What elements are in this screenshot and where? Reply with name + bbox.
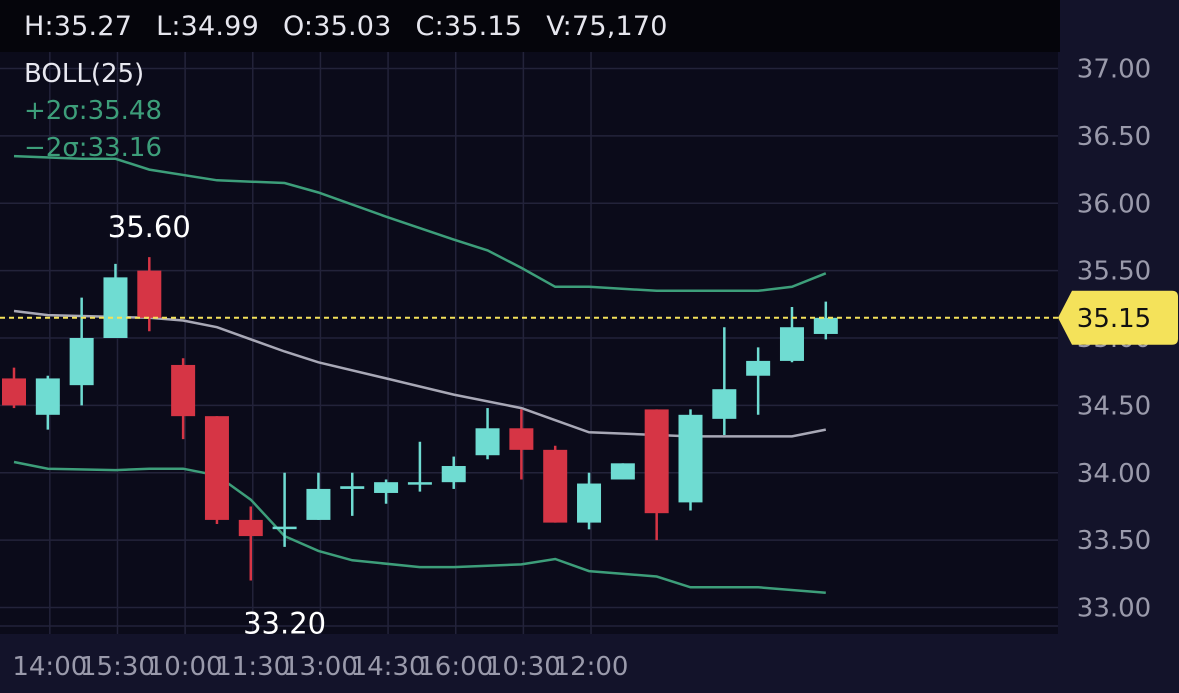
price-tick-label: 34.50: [1077, 391, 1151, 421]
candle: [577, 472, 602, 530]
high-value: H:35.27: [24, 10, 133, 42]
candle: [204, 416, 229, 524]
candle-body: [407, 482, 432, 485]
candle-body: [103, 277, 128, 338]
lower-band-line: [13, 460, 826, 594]
candle-body: [2, 378, 26, 406]
candle: [103, 263, 128, 338]
candle-body: [644, 409, 669, 514]
candle-body: [272, 526, 297, 530]
candle: [610, 463, 635, 480]
candle: [407, 441, 432, 492]
candle: [374, 479, 399, 504]
candle-body: [374, 482, 399, 493]
price-tick-label: 34.00: [1077, 459, 1151, 489]
current-price-badge: 35.15: [1058, 290, 1178, 345]
open-value: O:35.03: [282, 10, 392, 42]
candle-body: [779, 327, 804, 361]
current-price-label: 35.15: [1077, 304, 1151, 334]
candle-body: [137, 270, 162, 318]
candle-body: [441, 466, 466, 483]
candle: [272, 472, 297, 547]
candle: [543, 445, 568, 523]
candle-body: [712, 389, 737, 419]
candle-body: [306, 488, 331, 520]
bollinger-legend[interactable]: BOLL(25) +2σ:35.48 −2σ:33.16: [24, 56, 162, 167]
close-value: C:35.15: [415, 10, 523, 42]
candle-body: [35, 378, 60, 415]
low-annotation: 33.20: [243, 607, 326, 641]
candle-body: [746, 360, 771, 376]
ohlcv-header: H:35.27 L:34.99 O:35.03 C:35.15 V:75,170: [0, 0, 1060, 52]
candle: [306, 472, 331, 520]
time-tick-label: 15:30: [80, 652, 155, 682]
candle: [69, 297, 94, 406]
candle: [238, 506, 263, 581]
candle: [171, 358, 196, 440]
time-tick-label: 12:00: [554, 652, 629, 682]
low-value: L:34.99: [156, 10, 259, 42]
volume-value: V:75,170: [546, 10, 668, 42]
candle: [475, 408, 500, 460]
upper-band-value: +2σ:35.48: [24, 96, 162, 126]
time-tick-label: 14:30: [351, 652, 426, 682]
high-annotation: 35.60: [108, 210, 191, 244]
candle: [746, 347, 771, 415]
time-tick-label: 13:00: [283, 652, 358, 682]
candle-body: [204, 416, 229, 520]
middle-band-line: [13, 309, 827, 438]
candle-body: [577, 483, 602, 523]
candle-body: [543, 449, 568, 523]
bollinger-bands: [13, 154, 827, 594]
price-tick-label: 33.50: [1077, 526, 1151, 556]
candle-body: [509, 428, 534, 450]
time-tick-label: 11:30: [215, 652, 290, 682]
price-tick-label: 36.50: [1077, 122, 1151, 152]
time-tick-label: 10:30: [486, 652, 561, 682]
candle: [678, 409, 703, 511]
indicator-name: BOLL(25): [24, 59, 145, 89]
gridlines: [0, 52, 1058, 634]
time-axis-labels: 14:0015:3010:0011:3013:0014:3016:0010:30…: [12, 652, 628, 682]
time-tick-label: 10:00: [148, 652, 223, 682]
price-axis-panel: [1058, 0, 1179, 693]
candle-body: [610, 463, 635, 480]
candle-body: [238, 519, 263, 537]
candle: [644, 409, 669, 541]
candle: [35, 375, 60, 430]
time-axis-panel: [0, 634, 1058, 693]
candle: [509, 409, 534, 480]
candle: [813, 301, 838, 340]
price-tick-label: 37.00: [1077, 55, 1151, 85]
candle: [779, 307, 804, 363]
time-tick-label: 16:00: [418, 652, 493, 682]
candle-body: [475, 428, 500, 456]
candle-body: [171, 364, 196, 417]
upper-band-line: [13, 154, 827, 293]
annotations: 35.60 33.20: [108, 210, 326, 640]
lower-band-value: −2σ:33.16: [24, 133, 162, 163]
time-tick-label: 14:00: [12, 652, 87, 682]
candle-body: [340, 486, 365, 489]
price-badge-shape: [1058, 290, 1178, 345]
candle-body: [678, 414, 703, 503]
candle: [712, 327, 737, 436]
candle-body: [69, 338, 94, 386]
price-tick-label: 33.00: [1077, 594, 1151, 624]
candle: [2, 367, 26, 409]
price-tick-label: 36.00: [1077, 189, 1151, 219]
candle-body: [813, 317, 838, 334]
candle: [137, 257, 162, 332]
price-tick-label: 35.50: [1077, 257, 1151, 287]
candle: [441, 456, 466, 489]
candle: [340, 472, 365, 516]
candles: [2, 257, 838, 581]
